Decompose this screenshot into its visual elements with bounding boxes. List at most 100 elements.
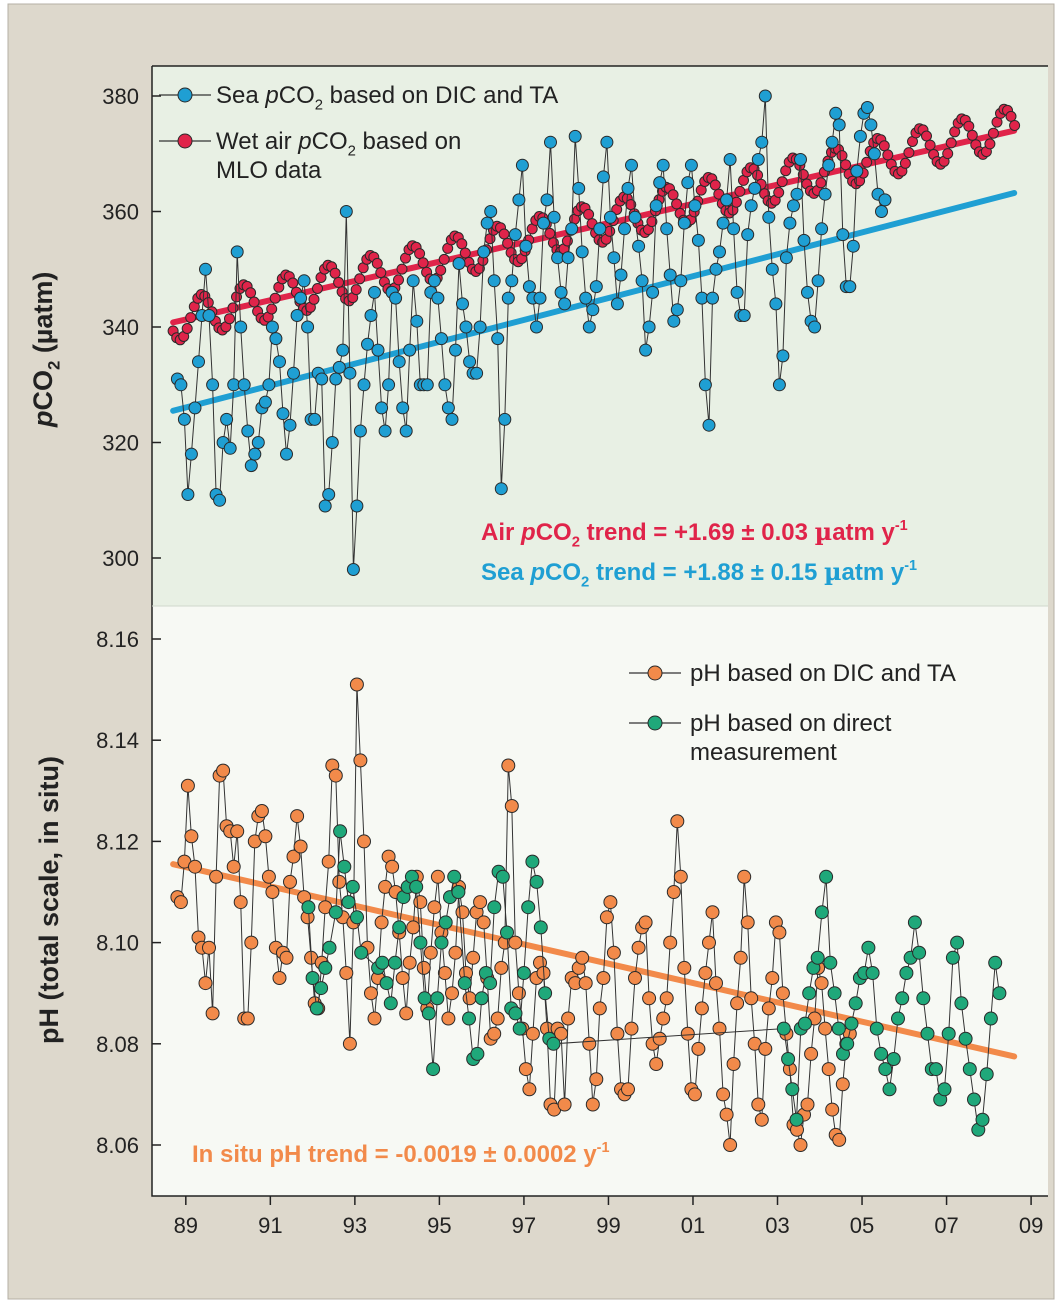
ph-calc-point <box>448 945 463 960</box>
sea-pco2-point <box>181 488 195 501</box>
sea-pco2-point <box>688 199 702 213</box>
ph-calc-point <box>501 758 516 773</box>
sea-pco2-point <box>431 291 445 305</box>
xtick-label: 89 <box>174 1213 198 1238</box>
ph-direct-point <box>882 1082 897 1097</box>
ph-calc-point <box>385 859 400 874</box>
ph-calc-point <box>624 1021 639 1036</box>
sea-pco2-point <box>480 216 494 230</box>
sea-pco2-point <box>575 245 589 259</box>
ph-calc-point <box>198 976 213 991</box>
ph-calc-point <box>466 950 481 965</box>
ph-calc-point <box>321 854 336 869</box>
sea-pco2-point <box>600 135 614 149</box>
ph-direct-legend-label-line2: measurement <box>690 739 837 766</box>
ph-ytick-label: 8.12 <box>96 829 139 854</box>
sea-pco2-point <box>378 424 392 438</box>
ph-calc-point <box>353 753 368 768</box>
xtick-label: 97 <box>512 1213 536 1238</box>
ph-direct-point <box>912 945 927 960</box>
sea-pco2-point <box>561 251 575 265</box>
ph-direct-point <box>508 1006 523 1021</box>
air-pco2-point <box>396 263 408 275</box>
sea-pco2-point <box>420 378 434 392</box>
sea-pco2-point <box>230 245 244 259</box>
ph-calc-point <box>578 976 593 991</box>
ph-calc-point <box>180 778 195 793</box>
sea-pco2-point <box>399 424 413 438</box>
air-pco2-point <box>371 257 383 269</box>
ph-calc-point <box>332 874 347 889</box>
sea-pco2-point <box>653 176 667 190</box>
sea-pco2-point <box>628 210 642 224</box>
ph-panel: 8.06 8.08 8.10 8.12 8.14 8.16 89 91 93 95 97 99 01 03… <box>34 606 1048 1238</box>
sea-pco2-point <box>706 291 719 305</box>
ph-direct-point <box>538 986 553 1001</box>
ph-calc-point <box>216 763 231 778</box>
ph-calc-legend-label: pH based on DIC and TA <box>690 660 956 687</box>
pco2-series <box>167 89 1021 576</box>
sea-pco2-point <box>434 332 448 346</box>
ph-direct-point <box>462 1011 476 1026</box>
sea-pco2-point <box>505 274 519 288</box>
sea-pco2-point <box>723 153 737 166</box>
sea-pco2-point <box>403 343 417 357</box>
ph-trend-annotation: In situ pH trend = -0.0019 ± 0.0002 y-1 <box>192 1140 609 1168</box>
ph-calc-point <box>835 1077 850 1092</box>
air-pco2-point <box>773 187 785 198</box>
ph-ytick-label: 8.08 <box>96 1032 139 1057</box>
sea-pco2-point <box>244 459 258 473</box>
ph-calc-point <box>473 895 488 910</box>
ph-calc-point <box>599 910 614 925</box>
sea-pco2-point <box>783 216 797 230</box>
ph-direct-point <box>840 1036 855 1051</box>
sea-pco2-point <box>297 274 311 288</box>
pco2-ylabel: pCO2 (µatm) <box>28 272 64 428</box>
ph-calc-point <box>804 1046 819 1061</box>
air-pco2-point <box>882 149 894 161</box>
ph-calc-point <box>730 996 745 1011</box>
sea-pco2-point <box>593 222 607 236</box>
sea-pco2-point <box>765 262 779 276</box>
sea-pco2-point <box>350 499 364 513</box>
ph-calc-point <box>416 960 431 975</box>
sea-pco2-point <box>727 222 741 236</box>
ph-calc-point <box>582 1036 597 1051</box>
sea-pco2-point <box>621 181 635 195</box>
ph-calc-point <box>279 950 294 965</box>
ph-direct-point <box>388 955 402 970</box>
ph-direct-point <box>776 1021 791 1036</box>
sea-pco2-point <box>537 216 550 230</box>
sea-pco2-point <box>836 228 850 242</box>
ph-direct-point <box>451 885 466 899</box>
sea-pco2-point <box>463 355 477 369</box>
ph-direct-point <box>827 986 842 1001</box>
sea-pco2-point <box>265 320 279 334</box>
sea-pco2-point <box>832 118 846 132</box>
sea-pco2-point <box>607 251 621 265</box>
air-pco2-legend-label-line2: MLO data <box>216 157 322 184</box>
ph-calc-point <box>349 677 364 692</box>
sea-pco2-point <box>642 320 656 334</box>
ph-direct-point <box>916 991 931 1006</box>
ph-calc-point <box>691 1041 706 1056</box>
sea-pco2-point <box>751 153 765 166</box>
ph-direct-point <box>546 1036 561 1051</box>
ph-direct-point <box>341 895 356 910</box>
air-pco2-point <box>1005 110 1017 122</box>
air-pco2-point <box>414 248 426 260</box>
sea-pco2-point <box>237 378 251 392</box>
ph-direct-point <box>810 950 825 965</box>
sea-pco2-point <box>790 187 804 201</box>
ph-direct-point <box>322 940 337 955</box>
air-pco2-point <box>459 247 471 259</box>
sea-pco2-point <box>846 239 860 253</box>
sea-pco2-point <box>389 291 403 305</box>
ph-calc-point <box>680 1026 695 1041</box>
ph-calc-legend-marker <box>647 665 663 681</box>
air-pco2-point <box>312 283 323 294</box>
sea-pco2-point <box>568 129 582 143</box>
sea-trend-annotation: Sea pCO2 trend = +1.88 ± 0.15 µatm y-1 <box>481 557 917 591</box>
sea-pco2-point <box>758 89 772 103</box>
ph-direct-point <box>823 955 838 970</box>
